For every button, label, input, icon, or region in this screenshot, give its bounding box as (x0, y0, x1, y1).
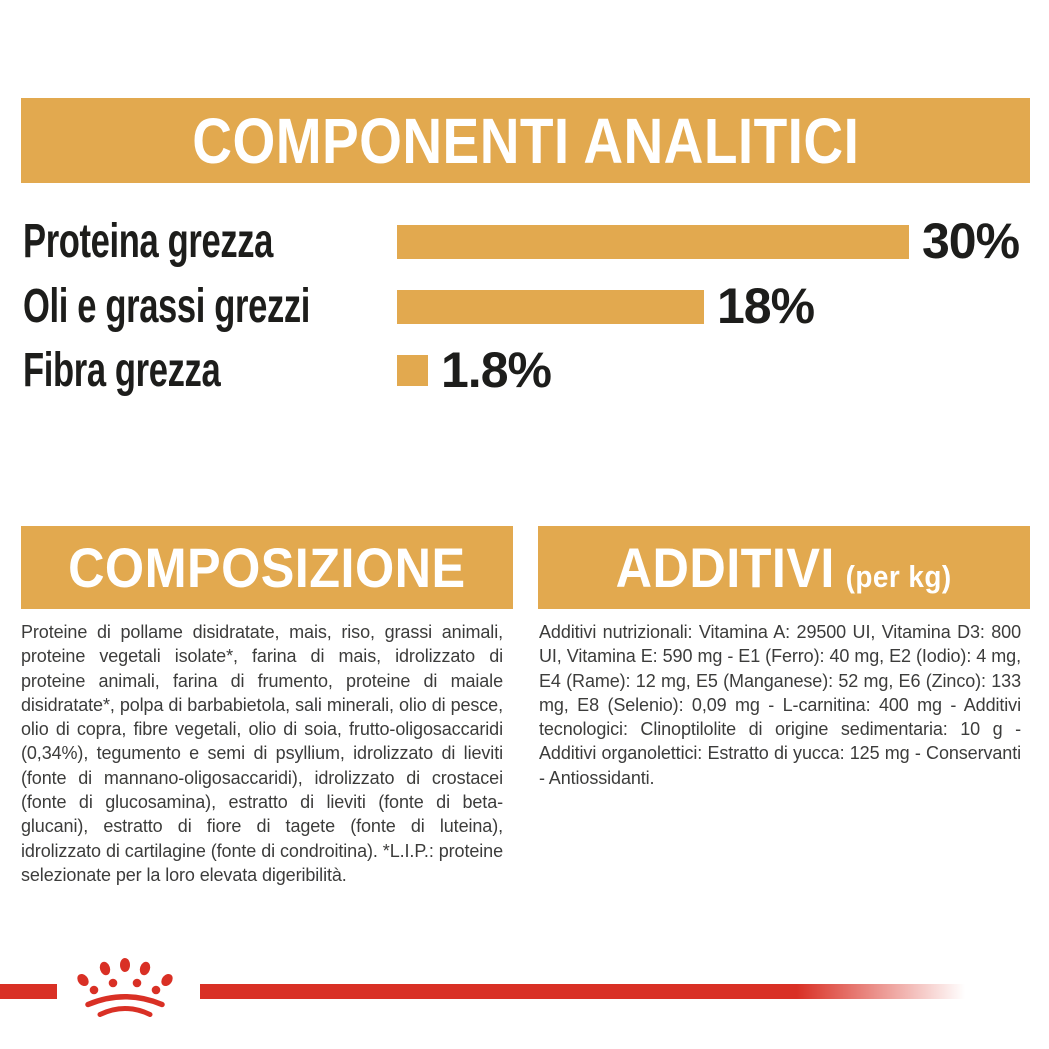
additives-title: ADDITIVI (616, 535, 836, 599)
footer-red-rule-right (200, 984, 965, 999)
additives-title-group: ADDITIVI (per kg) (616, 539, 952, 596)
additives-body: Additivi nutrizionali: Vitamina A: 29500… (539, 622, 1021, 788)
bar-value-label: 1.8% (441, 342, 552, 398)
composition-body: Proteine di pollame disidratate, mais, r… (21, 622, 503, 885)
chart-category-label: Oli e grassi grezzi (23, 280, 311, 333)
analytical-components-title: COMPONENTI ANALITICI (191, 104, 860, 177)
chart-row: Fibra grezza 1.8% (0, 342, 1049, 398)
composition-title: COMPOSIZIONE (68, 535, 466, 599)
chart-category-label: Fibra grezza (23, 344, 221, 397)
composition-banner: COMPOSIZIONE (21, 526, 513, 609)
bar-track: 18% (397, 278, 815, 334)
additives-title-suffix: (per kg) (846, 558, 952, 594)
bar-value-label: 18% (717, 278, 815, 334)
bar-track: 30% (397, 213, 1020, 269)
bar-track: 1.8% (397, 342, 552, 398)
chart-row: Oli e grassi grezzi 18% (0, 278, 1049, 334)
additives-banner: ADDITIVI (per kg) (538, 526, 1030, 609)
bar-value-label: 30% (922, 213, 1020, 269)
analytical-components-banner: COMPONENTI ANALITICI (21, 98, 1030, 183)
chart-row: Proteina grezza 30% (0, 213, 1049, 269)
chart-category-label: Proteina grezza (23, 215, 274, 268)
royal-canin-crown-icon (77, 958, 173, 1017)
bar-protein (397, 224, 909, 259)
footer-red-rule-left (0, 984, 57, 999)
bar-fat (397, 289, 704, 324)
bar-fibre (397, 355, 428, 386)
